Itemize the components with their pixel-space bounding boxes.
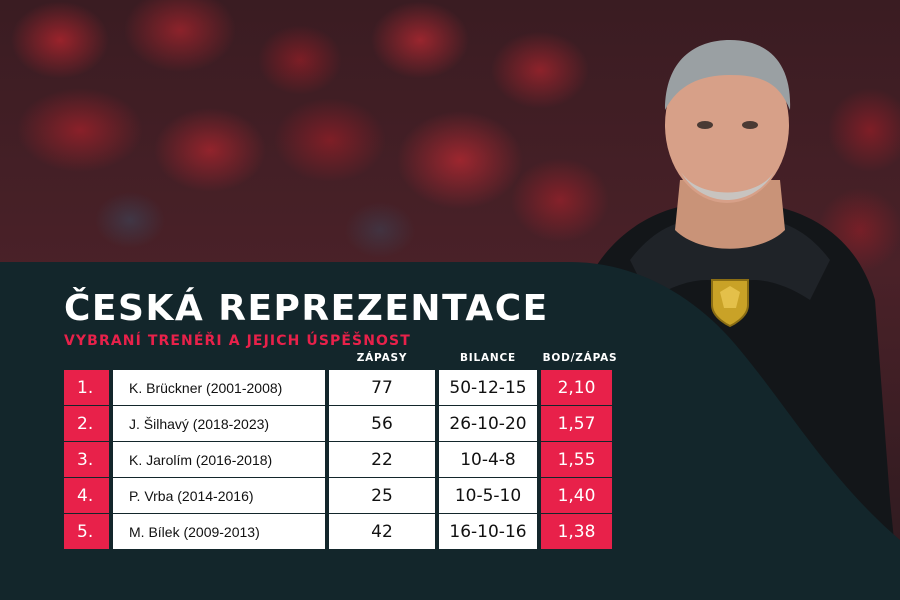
- coach-name-cell: M. Bílek (2009-2013): [113, 514, 325, 549]
- record-cell: 16-10-16: [439, 514, 537, 549]
- rank-cell: 3.: [64, 442, 109, 477]
- coach-name-cell: K. Jarolím (2016-2018): [113, 442, 325, 477]
- coach-name-cell: P. Vrba (2014-2016): [113, 478, 325, 513]
- record-cell: 50-12-15: [439, 370, 537, 405]
- column-header-points: BOD/ZÁPAS: [542, 352, 618, 364]
- rank-cell: 2.: [64, 406, 109, 441]
- record-cell: 10-4-8: [439, 442, 537, 477]
- points-per-match-cell: 2,10: [541, 370, 612, 405]
- page-subtitle: VYBRANÍ TRENÉŘI A JEJICH ÚSPĚŠNOST: [64, 333, 411, 349]
- matches-cell: 25: [329, 478, 435, 513]
- points-per-match-cell: 1,57: [541, 406, 612, 441]
- matches-cell: 77: [329, 370, 435, 405]
- page-title: ČESKÁ REPREZENTACE: [64, 288, 549, 329]
- column-header-record: BILANCE: [460, 352, 516, 364]
- matches-cell: 42: [329, 514, 435, 549]
- column-header-matches: ZÁPASY: [356, 352, 408, 364]
- matches-cell: 22: [329, 442, 435, 477]
- record-cell: 26-10-20: [439, 406, 537, 441]
- coach-name-cell: J. Šilhavý (2018-2023): [113, 406, 325, 441]
- points-per-match-cell: 1,55: [541, 442, 612, 477]
- rank-cell: 1.: [64, 370, 109, 405]
- rank-cell: 5.: [64, 514, 109, 549]
- points-per-match-cell: 1,38: [541, 514, 612, 549]
- points-per-match-cell: 1,40: [541, 478, 612, 513]
- matches-cell: 56: [329, 406, 435, 441]
- coach-name-cell: K. Brückner (2001-2008): [113, 370, 325, 405]
- record-cell: 10-5-10: [439, 478, 537, 513]
- rank-cell: 4.: [64, 478, 109, 513]
